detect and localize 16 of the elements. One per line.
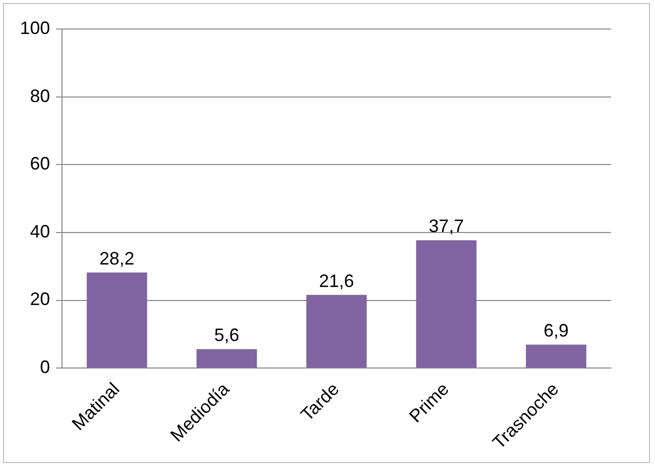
y-tick-label: 100 [20,18,50,38]
data-label: 6,9 [544,320,569,341]
data-label: 28,2 [99,248,134,268]
bar [196,349,257,368]
bar [306,294,367,368]
data-label: 21,6 [318,270,354,291]
bar [526,344,586,368]
data-label: 37,7 [428,216,464,236]
y-tick-label: 40 [30,221,50,242]
y-tick-label: 80 [30,86,50,106]
y-tick-label: 0 [40,357,50,378]
bar [86,272,148,368]
y-tick-label: 20 [30,289,50,310]
y-tick-label: 60 [30,154,50,174]
data-label: 5,6 [214,325,240,346]
bar [416,240,477,368]
